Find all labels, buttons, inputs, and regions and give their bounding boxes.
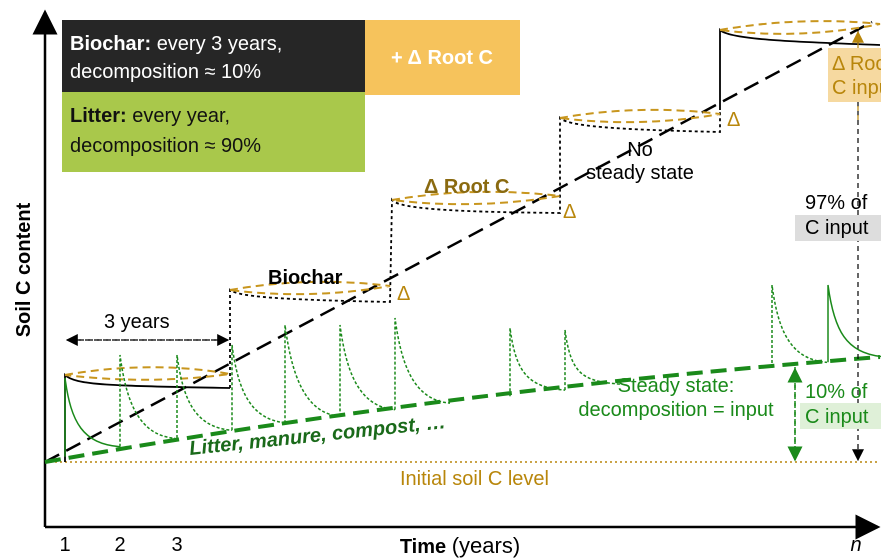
label: (years) [452, 533, 520, 558]
y-axis-label: Soil C content [13, 202, 35, 337]
diagram: Biochar: every 3 years, decomposition ≈ … [0, 0, 881, 560]
litter-spike [285, 325, 340, 423]
litter-spike [565, 330, 620, 390]
litter-spike [828, 285, 881, 362]
annotation: C input [832, 77, 881, 99]
annotation: Δ Root [832, 53, 881, 75]
legend-text: + Δ Root C [391, 47, 493, 69]
legend-text: Biochar: every 3 years, [70, 33, 282, 55]
legend-text: decomposition ≈ 90% [70, 135, 261, 157]
litter-spike [120, 355, 175, 447]
annotation: decomposition = input [578, 399, 774, 421]
label: Litter: [70, 105, 127, 127]
x-axis-label: Time (years) [400, 533, 520, 558]
litter-box [62, 92, 365, 172]
legend-text: decomposition ≈ 10% [70, 61, 261, 83]
litter-spike [395, 318, 450, 410]
label: every 3 years, [157, 33, 283, 55]
annotation: Δ Root C [424, 176, 509, 198]
delta: Δ [563, 201, 576, 223]
x-tick-label: n [850, 534, 861, 556]
annotation: 97% of [805, 192, 868, 214]
litter-spike [772, 285, 827, 368]
legend: Biochar: every 3 years, decomposition ≈ … [62, 20, 520, 172]
annotation: C input [805, 406, 869, 428]
legend-text: Litter: every year, [70, 105, 230, 127]
label: Biochar: [70, 33, 151, 55]
annotation: Steady state: [618, 375, 735, 397]
label: Time [400, 536, 446, 558]
annotation: steady state [586, 162, 694, 184]
annotation: No [627, 139, 653, 161]
litter-spike [340, 325, 395, 416]
x-tick-label: 3 [171, 534, 182, 556]
delta: Δ [397, 283, 410, 305]
annotation: 10% of [805, 381, 868, 403]
label: every year, [132, 105, 230, 127]
annotation: Biochar [268, 267, 343, 289]
annotation: 3 years [104, 311, 170, 333]
litter-spike [65, 378, 120, 457]
annotation: Initial soil C level [400, 468, 549, 490]
annotation: C input [805, 217, 869, 239]
x-tick-label: 2 [114, 534, 125, 556]
x-tick-label: 1 [59, 534, 70, 556]
delta: Δ [727, 109, 740, 131]
